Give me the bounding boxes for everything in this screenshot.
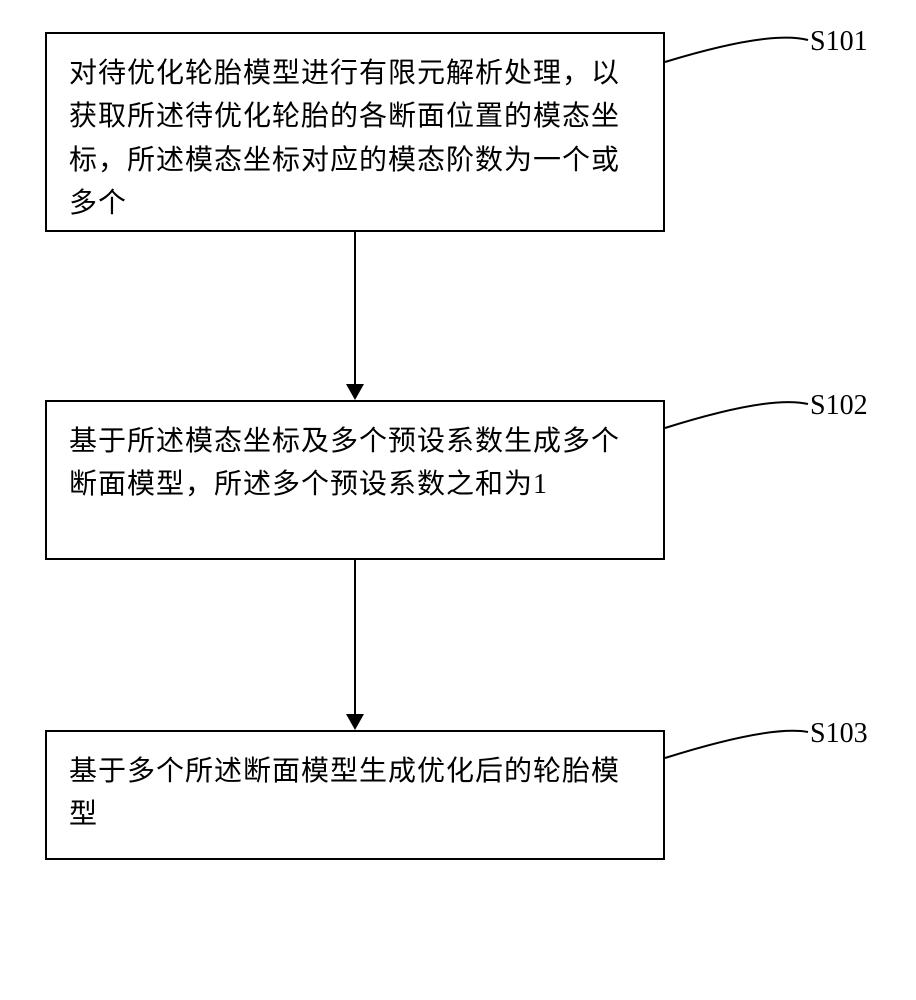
- flowchart-canvas: 对待优化轮胎模型进行有限元解析处理，以获取所述待优化轮胎的各断面位置的模态坐标，…: [0, 0, 916, 1000]
- leader-s103: [0, 0, 916, 1000]
